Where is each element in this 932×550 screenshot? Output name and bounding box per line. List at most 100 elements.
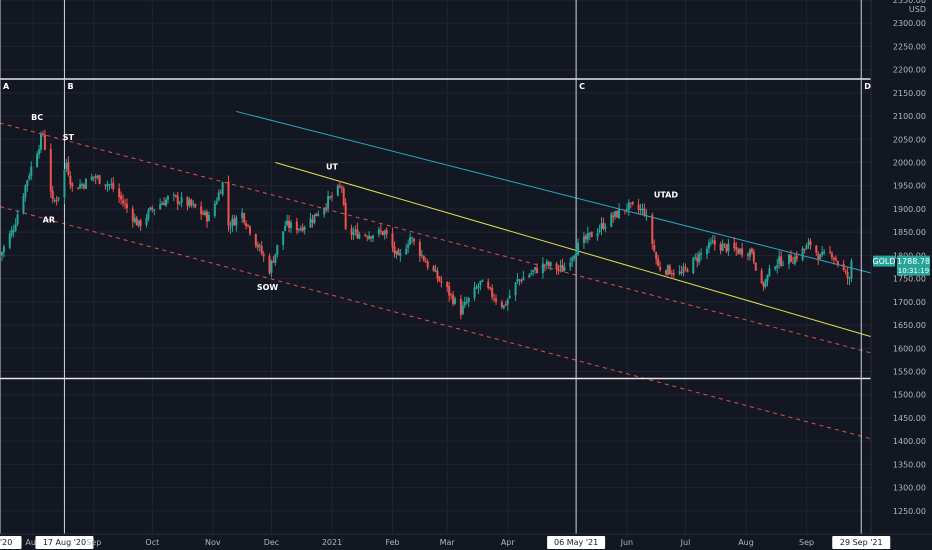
candle[interactable] — [164, 197, 167, 208]
candle[interactable] — [623, 209, 626, 215]
candle[interactable] — [282, 231, 285, 250]
candle[interactable] — [229, 221, 232, 234]
candle[interactable] — [842, 260, 845, 272]
candle[interactable] — [520, 278, 523, 284]
candle[interactable] — [459, 294, 462, 320]
candle[interactable] — [645, 209, 648, 221]
candle[interactable] — [297, 228, 300, 233]
candle[interactable] — [122, 194, 125, 207]
candle[interactable] — [262, 250, 265, 262]
candle[interactable] — [426, 259, 429, 271]
candle[interactable] — [51, 185, 54, 204]
candle[interactable] — [625, 203, 628, 213]
candle[interactable] — [247, 224, 250, 228]
candle[interactable] — [495, 294, 498, 305]
candle[interactable] — [123, 198, 126, 210]
candle[interactable] — [55, 195, 58, 206]
candle[interactable] — [219, 189, 222, 194]
candle[interactable] — [721, 239, 724, 252]
candle[interactable] — [534, 266, 537, 274]
candle[interactable] — [194, 203, 197, 209]
candle[interactable] — [342, 186, 345, 207]
candle[interactable] — [821, 245, 824, 258]
price-axis[interactable]: 1250.00 1300.00 1350.00 1400.00 1450.00 1500.… — [893, 0, 926, 516]
candle[interactable] — [823, 249, 826, 256]
candle[interactable] — [584, 233, 587, 244]
candle[interactable] — [577, 238, 580, 257]
candle[interactable] — [172, 192, 175, 202]
candle[interactable] — [268, 253, 271, 275]
candle[interactable] — [178, 201, 181, 206]
candle[interactable] — [776, 258, 779, 274]
candle[interactable] — [791, 256, 794, 264]
candle[interactable] — [639, 203, 642, 215]
candle[interactable] — [491, 284, 494, 301]
candle[interactable] — [288, 215, 291, 233]
candle[interactable] — [284, 220, 287, 232]
candle[interactable] — [303, 225, 306, 235]
candle[interactable] — [30, 161, 33, 181]
candle[interactable] — [422, 255, 425, 262]
candle[interactable] — [145, 214, 148, 228]
candle[interactable] — [737, 247, 740, 255]
candle[interactable] — [637, 198, 640, 215]
candle[interactable] — [2, 244, 5, 258]
candle[interactable] — [260, 241, 263, 256]
candle[interactable] — [254, 233, 257, 249]
candle[interactable] — [149, 206, 152, 212]
candle[interactable] — [735, 242, 738, 257]
candle[interactable] — [411, 236, 414, 244]
candle[interactable] — [276, 244, 279, 258]
range-levels[interactable] — [0, 78, 871, 380]
candle[interactable] — [768, 264, 771, 277]
candle[interactable] — [385, 227, 388, 239]
candle[interactable] — [81, 182, 84, 190]
candle[interactable] — [340, 184, 343, 193]
candle[interactable] — [709, 237, 712, 247]
candle[interactable] — [372, 234, 375, 243]
candle[interactable] — [651, 212, 654, 250]
candle[interactable] — [110, 178, 113, 189]
candle[interactable] — [235, 215, 238, 232]
candle[interactable] — [12, 224, 15, 238]
candle[interactable] — [692, 256, 695, 275]
candle[interactable] — [641, 203, 644, 216]
candle[interactable] — [418, 239, 421, 263]
candle[interactable] — [272, 256, 275, 263]
candle[interactable] — [836, 260, 839, 268]
candle[interactable] — [828, 245, 831, 255]
candle[interactable] — [532, 269, 535, 276]
candle[interactable] — [596, 228, 599, 241]
candle[interactable] — [379, 224, 382, 235]
candle[interactable] — [135, 215, 138, 226]
candle[interactable] — [364, 233, 367, 238]
candle[interactable] — [368, 231, 371, 241]
candle[interactable] — [217, 189, 220, 202]
candle[interactable] — [49, 143, 52, 199]
candle[interactable] — [14, 218, 17, 233]
candle[interactable] — [190, 198, 193, 208]
candle[interactable] — [432, 265, 435, 272]
candle[interactable] — [817, 251, 820, 266]
candle[interactable] — [92, 176, 95, 182]
candle[interactable] — [213, 200, 216, 218]
candle[interactable] — [0, 254, 1, 258]
candle[interactable] — [582, 231, 585, 250]
candle[interactable] — [487, 278, 490, 290]
candle[interactable] — [670, 269, 673, 278]
candle[interactable] — [409, 232, 412, 246]
candle[interactable] — [327, 190, 330, 213]
candle[interactable] — [311, 214, 314, 228]
candle[interactable] — [139, 218, 142, 231]
candle[interactable] — [518, 278, 521, 286]
candle[interactable] — [711, 234, 714, 244]
candle[interactable] — [452, 291, 455, 307]
candle[interactable] — [522, 271, 525, 281]
candle[interactable] — [133, 213, 136, 224]
candle[interactable] — [684, 263, 687, 272]
candle[interactable] — [741, 242, 744, 258]
candle[interactable] — [479, 280, 482, 291]
candle[interactable] — [96, 174, 99, 180]
candle[interactable] — [241, 208, 244, 223]
